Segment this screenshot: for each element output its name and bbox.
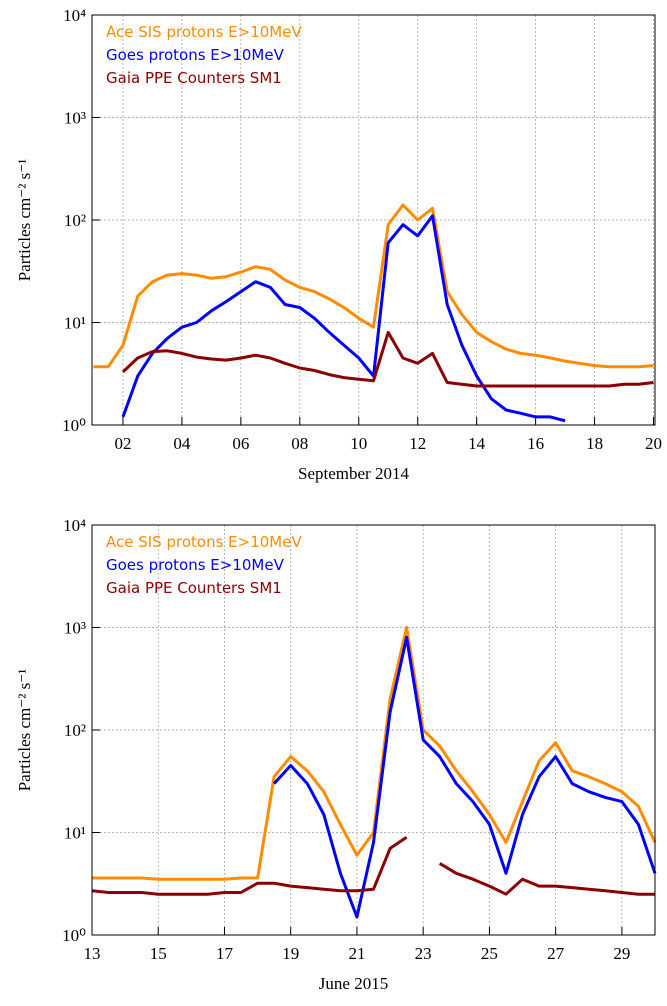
y-tick-label: 10² <box>64 211 86 230</box>
x-tick-label: 29 <box>613 944 630 963</box>
y-tick-label: 10³ <box>64 109 86 128</box>
x-tick-label: 18 <box>586 434 603 453</box>
y-tick-label: 10⁴ <box>63 6 86 25</box>
x-tick-label: 13 <box>84 944 101 963</box>
x-tick-label: 27 <box>547 944 565 963</box>
x-tick-label: 14 <box>468 434 486 453</box>
legend-entry: Goes protons E>10MeV <box>106 46 285 64</box>
series-line <box>121 214 566 423</box>
x-axis-label: June 2015 <box>319 974 388 993</box>
y-tick-label: 10⁰ <box>62 416 86 435</box>
legend-entry: Goes protons E>10MeV <box>106 556 285 574</box>
series-line <box>91 835 655 896</box>
panel: 10⁰ 10¹ 10² 10³ 10⁴ 13 15 17 19 21 23 25 27 29 Ace SIS… <box>15 516 657 993</box>
legend-entry: Ace SIS protons E>10MeV <box>106 533 302 551</box>
y-tick-label: 10³ <box>64 619 86 638</box>
legend-entry: Gaia PPE Counters SM1 <box>106 579 282 597</box>
y-tick-label: 10² <box>64 721 86 740</box>
y-axis-label: Particles cm⁻² s⁻¹ <box>15 669 34 792</box>
y-tick-label: 10⁴ <box>63 516 86 535</box>
x-tick-label: 02 <box>114 434 131 453</box>
y-tick-label: 10¹ <box>64 824 86 843</box>
plot-frame <box>91 524 656 936</box>
x-tick-label: 16 <box>527 434 544 453</box>
plot-frame <box>91 14 656 426</box>
x-tick-label: 20 <box>645 434 662 453</box>
y-axis-label: Particles cm⁻² s⁻¹ <box>15 159 34 282</box>
panel: 10⁰ 10¹ 10² 10³ 10⁴ 02 04 06 08 10 12 14 16 18 20 Ace S… <box>15 6 662 483</box>
x-tick-label: 21 <box>348 944 365 963</box>
legend-entry: Gaia PPE Counters SM1 <box>106 69 282 87</box>
x-tick-label: 23 <box>415 944 432 963</box>
x-tick-label: 04 <box>173 434 191 453</box>
x-tick-label: 15 <box>150 944 167 963</box>
y-tick-label: 10⁰ <box>62 926 86 945</box>
x-tick-label: 19 <box>282 944 299 963</box>
series-line <box>93 203 654 369</box>
series-line <box>272 635 657 919</box>
x-tick-label: 12 <box>409 434 426 453</box>
x-tick-label: 17 <box>216 944 234 963</box>
y-tick-label: 10¹ <box>64 314 86 333</box>
series-line <box>121 330 654 388</box>
x-axis-label: September 2014 <box>298 464 409 483</box>
legend-entry: Ace SIS protons E>10MeV <box>106 23 302 41</box>
x-tick-label: 06 <box>232 434 249 453</box>
x-tick-label: 10 <box>350 434 367 453</box>
x-tick-label: 25 <box>481 944 498 963</box>
x-tick-label: 08 <box>291 434 308 453</box>
